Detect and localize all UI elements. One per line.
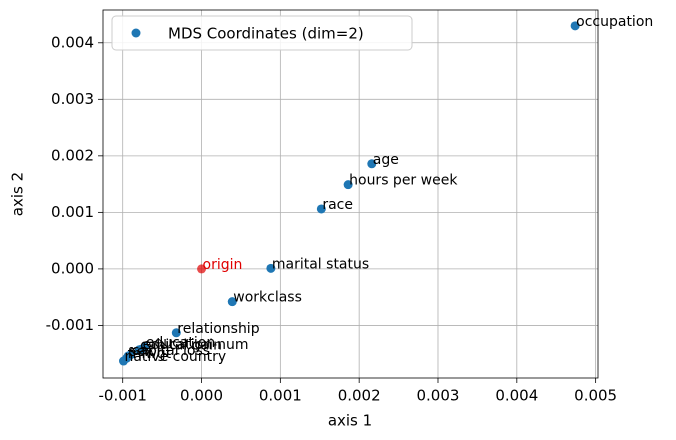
point-label: native country <box>124 349 226 365</box>
point <box>171 328 181 338</box>
point-label: marital status <box>272 256 369 272</box>
x-tick-label: 0.004 <box>495 387 538 405</box>
plot-frame <box>102 9 599 379</box>
x-axis-label: axis 1 <box>328 412 372 430</box>
y-tick-label: 0.003 <box>51 90 94 108</box>
point-label: education <box>146 335 215 351</box>
point-label: occupation <box>576 14 653 30</box>
x-tick-label: 0.001 <box>259 387 302 405</box>
x-tick-label: -0.001 <box>99 387 147 405</box>
point-label: relationship <box>177 321 259 337</box>
y-tick-label: 0.004 <box>51 33 94 51</box>
point <box>367 159 377 169</box>
point <box>134 345 144 355</box>
y-tick-label: 0.002 <box>51 146 94 164</box>
point-label: age <box>373 152 399 168</box>
point <box>343 180 353 190</box>
x-tick-label: 0.005 <box>574 387 617 405</box>
annotation-point <box>197 264 207 274</box>
y-tick-label: 0.001 <box>51 203 94 221</box>
point-label: hours per week <box>349 173 458 189</box>
point-label: workclass <box>233 290 302 306</box>
y-tick-label: 0.000 <box>51 259 94 277</box>
point <box>227 297 237 307</box>
y-tick-label: -0.001 <box>46 316 94 334</box>
point <box>266 263 276 273</box>
legend-label: MDS Coordinates (dim=2) <box>168 25 364 43</box>
x-tick-label: 0.000 <box>180 387 223 405</box>
point <box>316 204 326 214</box>
x-tick-label: 0.002 <box>338 387 381 405</box>
legend-box <box>111 15 413 51</box>
x-tick-label: 0.003 <box>417 387 460 405</box>
legend-marker <box>131 28 141 38</box>
point-label: capital gain <box>140 338 222 354</box>
point <box>118 356 128 366</box>
point-label: race <box>322 197 353 213</box>
point-label: education-num <box>143 337 249 353</box>
point-label: capital loss <box>132 343 211 359</box>
point-label: sex <box>129 344 153 360</box>
point-label: fnlwgt <box>128 346 172 362</box>
y-axis-label: axis 2 <box>9 172 27 216</box>
annotation-label: origin <box>203 257 243 273</box>
point <box>570 21 580 31</box>
